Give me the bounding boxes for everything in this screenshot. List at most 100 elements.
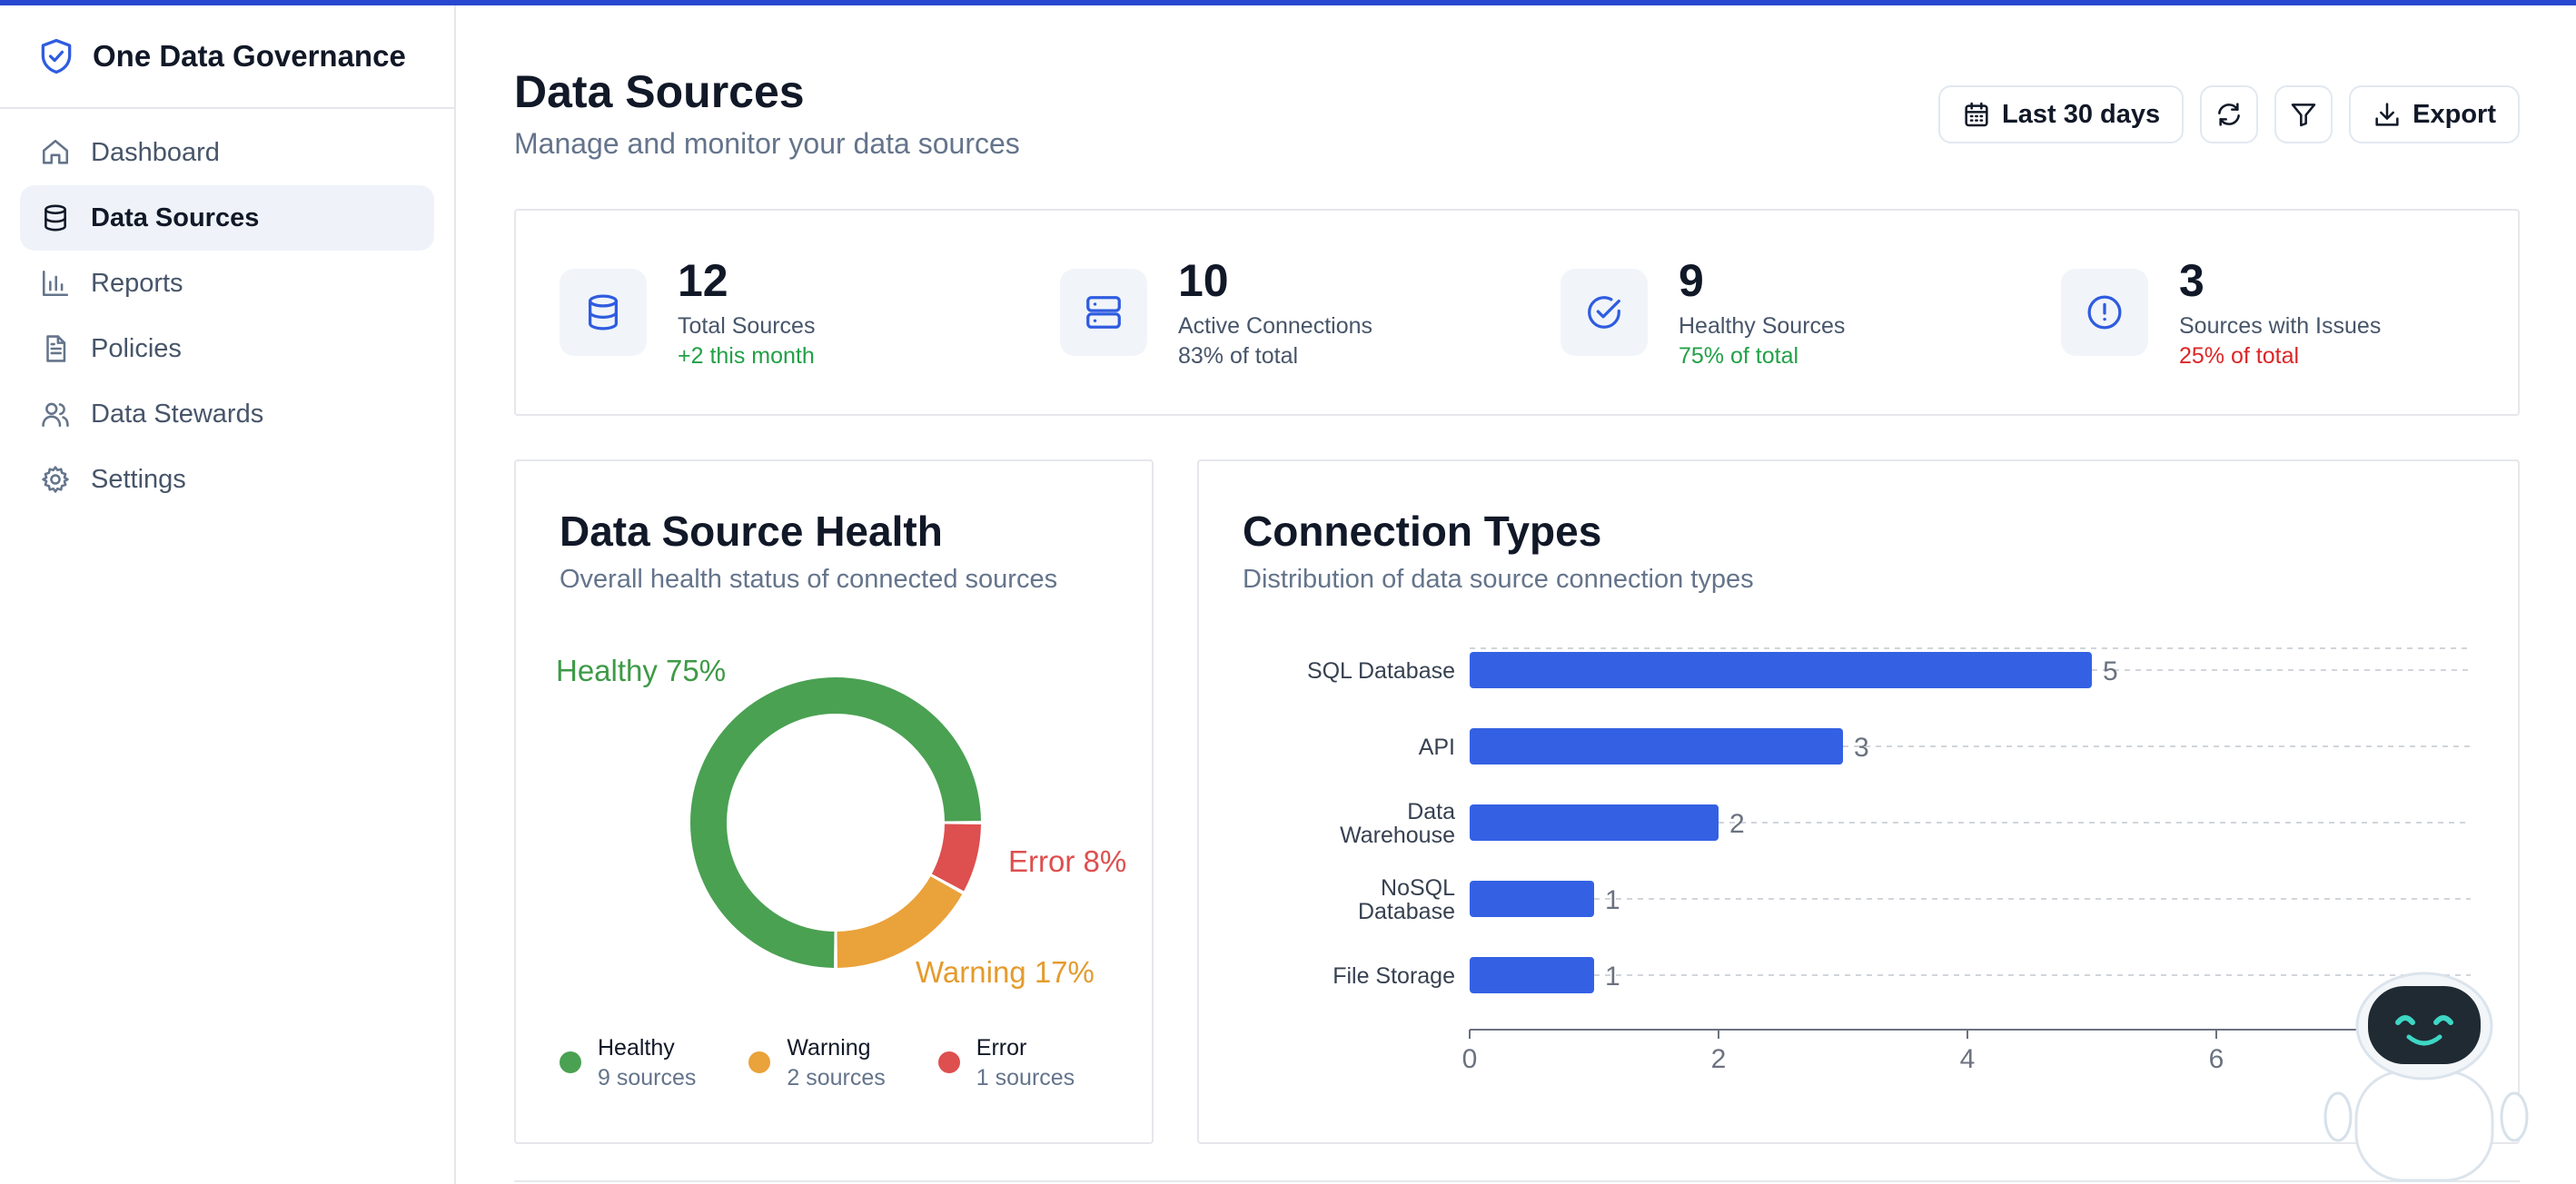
stats-panel: 12 Total Sources +2 this month 10 Active… — [514, 209, 2520, 416]
legend-name: Warning — [787, 1035, 871, 1061]
gear-icon — [42, 466, 69, 493]
check-circle-icon — [1588, 296, 1620, 329]
category-label: API — [1419, 735, 1455, 760]
users-icon — [42, 402, 69, 428]
stat-icon-box — [560, 269, 647, 356]
category-label: SQL Database — [1307, 658, 1455, 684]
date-range-button[interactable]: Last 30 days — [1938, 85, 2185, 143]
sidebar-item-reports[interactable]: Reports — [20, 251, 434, 316]
sidebar-item-label: Data Stewards — [91, 399, 264, 429]
stat-sources-with-issues: 3 Sources with Issues 25% of total — [2017, 211, 2518, 414]
filter-icon — [2291, 104, 2316, 127]
refresh-icon — [2218, 103, 2241, 126]
legend-count: 2 sources — [787, 1065, 886, 1090]
brand[interactable]: One Data Governance — [0, 5, 454, 109]
stat-label: Active Connections — [1178, 313, 1373, 339]
connection-card-title: Connection Types — [1243, 508, 1602, 555]
legend-count: 1 sources — [976, 1065, 1075, 1090]
sidebar: One Data Governance Dashboard Data Sourc… — [0, 5, 456, 1184]
database-icon — [45, 204, 66, 232]
sidebar-item-policies[interactable]: Policies — [20, 316, 434, 381]
connection-types-card: Connection Types Distribution of data so… — [1197, 459, 2520, 1144]
stat-note: +2 this month — [678, 343, 815, 369]
shield-check-icon — [41, 38, 72, 74]
sidebar-item-settings[interactable]: Settings — [20, 447, 434, 512]
bar-data-warehouse[interactable] — [1470, 804, 1719, 841]
connection-card-subtitle: Distribution of data source connection t… — [1243, 565, 1754, 594]
stat-icon-box — [1060, 269, 1147, 356]
stat-value: 10 — [1178, 255, 1229, 306]
top-accent-bar — [0, 0, 2576, 5]
stat-active-connections: 10 Active Connections 83% of total — [1016, 211, 1517, 414]
x-tick-label: 2 — [1711, 1044, 1727, 1074]
database-icon — [588, 294, 619, 331]
x-tick-label: 6 — [2209, 1044, 2224, 1074]
stat-label: Healthy Sources — [1679, 313, 1846, 339]
stat-label: Total Sources — [678, 313, 816, 339]
sidebar-item-data-stewards[interactable]: Data Stewards — [20, 381, 434, 447]
legend-item-error[interactable]: Error 1 sources — [937, 1035, 1075, 1091]
stat-icon-box — [2061, 269, 2148, 356]
bar-value-label: 3 — [1854, 733, 1869, 763]
sidebar-item-label: Data Sources — [91, 202, 260, 232]
sidebar-item-data-sources[interactable]: Data Sources — [20, 185, 434, 251]
slice-label-warning: Warning 17% — [916, 955, 1095, 989]
legend-name: Error — [976, 1035, 1027, 1061]
stat-total-sources: 12 Total Sources +2 this month — [516, 211, 1016, 414]
stat-value: 9 — [1679, 255, 1704, 306]
donut-slice-error[interactable] — [931, 824, 981, 892]
bar-value-label: 1 — [1605, 885, 1620, 915]
health-card: Data Source Health Overall health status… — [514, 459, 1154, 1144]
donut-slice-warning[interactable] — [837, 876, 963, 968]
health-donut-chart: Healthy 75% Error 8% Warning 17% — [556, 654, 1126, 989]
section-divider — [514, 1180, 2520, 1182]
connection-types-bar-chart: 5 SQL Database 3 API 2 Data Warehouse 1 NoSQL Dat… — [1307, 647, 2471, 1074]
bar-value-label: 1 — [1605, 962, 1620, 992]
server-icon — [1086, 296, 1121, 329]
category-label: File Storage — [1333, 963, 1455, 989]
legend-count: 9 sources — [598, 1065, 697, 1090]
document-icon — [46, 335, 66, 362]
x-tick-label: 0 — [1462, 1044, 1478, 1074]
brand-title: One Data Governance — [93, 39, 406, 73]
sidebar-item-dashboard[interactable]: Dashboard — [20, 120, 434, 185]
bar-chart-icon — [42, 270, 69, 297]
home-icon — [42, 139, 69, 164]
download-icon — [2375, 103, 2399, 126]
legend-item-warning[interactable]: Warning 2 sources — [748, 1035, 886, 1091]
page-title: Data Sources — [514, 66, 805, 117]
legend-name: Healthy — [598, 1035, 675, 1061]
health-legend: Healthy 9 sources Warning 2 sources Erro… — [560, 1035, 1127, 1091]
legend-item-healthy[interactable]: Healthy 9 sources — [560, 1035, 696, 1091]
bar-sql-database[interactable] — [1470, 652, 2092, 688]
stat-note: 83% of total — [1178, 343, 1299, 369]
stat-value: 12 — [678, 255, 728, 306]
bar-value-label: 2 — [1729, 809, 1745, 839]
assistant-robot-button[interactable] — [2322, 972, 2531, 1184]
stat-icon-box — [1560, 269, 1648, 356]
date-range-label: Last 30 days — [2002, 99, 2161, 129]
legend-dot-healthy — [560, 1051, 581, 1073]
stat-label: Sources with Issues — [2179, 313, 2382, 339]
export-button[interactable]: Export — [2349, 85, 2520, 143]
bar-api[interactable] — [1470, 728, 1843, 765]
stat-healthy-sources: 9 Healthy Sources 75% of total — [1517, 211, 2017, 414]
health-card-subtitle: Overall health status of connected sourc… — [560, 565, 1058, 594]
header-actions: Last 30 days Export — [1938, 85, 2520, 143]
export-label: Export — [2413, 99, 2496, 129]
page-subtitle: Manage and monitor your data sources — [514, 127, 1020, 160]
bar-nosql-database[interactable] — [1470, 881, 1594, 917]
slice-label-healthy: Healthy 75% — [556, 654, 726, 687]
sidebar-item-label: Reports — [91, 268, 183, 298]
category-label: NoSQL Database — [1358, 875, 1455, 924]
robot-icon — [2323, 972, 2529, 1182]
bar-value-label: 5 — [2103, 656, 2118, 686]
sidebar-item-label: Policies — [91, 333, 182, 363]
refresh-button[interactable] — [2200, 85, 2259, 143]
sidebar-item-label: Settings — [91, 464, 186, 494]
filter-button[interactable] — [2274, 85, 2333, 143]
sidebar-nav: Dashboard Data Sources Reports Policies … — [0, 109, 454, 523]
health-card-title: Data Source Health — [560, 508, 943, 555]
stat-value: 3 — [2179, 255, 2204, 306]
bar-file-storage[interactable] — [1470, 957, 1594, 993]
